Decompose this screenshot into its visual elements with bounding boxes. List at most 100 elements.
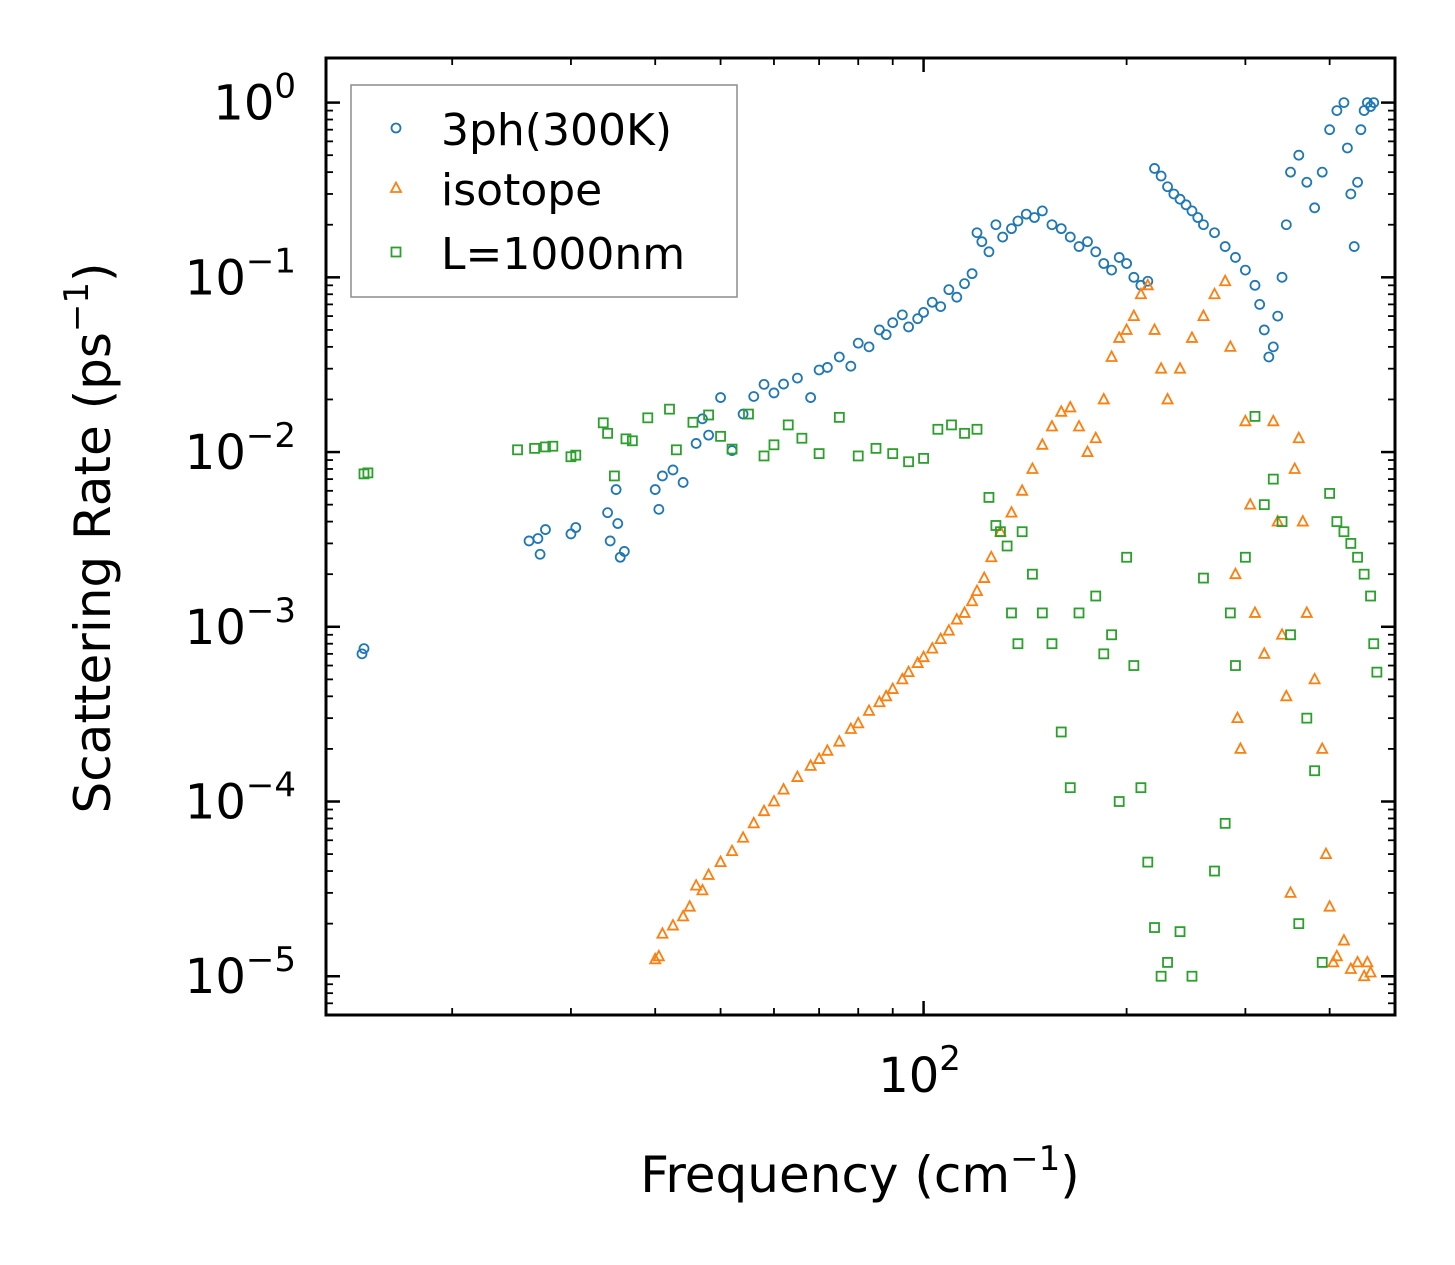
data-point [782,419,794,431]
data-point [778,378,789,390]
data-point [1089,430,1103,444]
data-point [833,411,845,423]
data-point [532,533,544,544]
data-point [655,926,669,939]
data-point [1258,324,1270,336]
data-point [896,309,908,321]
data-point [911,655,925,668]
data-point [1168,188,1180,200]
data-point [1355,124,1367,136]
data-point [990,219,1002,231]
y-axis-title: Scattering Rate (ps−1) [57,262,122,813]
data-point [534,548,546,560]
data-point [715,430,726,442]
data-point [1279,688,1293,702]
data-point [1316,957,1328,968]
data-point [984,549,998,563]
data-point [1228,566,1242,580]
y-tick-label: 10−3 [185,591,296,656]
data-point [1006,223,1017,235]
data-point [358,643,370,655]
data-point [1219,817,1231,829]
data-point [942,623,956,636]
data-point [1185,330,1199,343]
data-point [971,423,983,435]
data-point [703,429,715,441]
data-point [1174,926,1186,938]
data-point [1301,712,1313,724]
data-point [918,452,929,464]
data-point [1106,264,1117,276]
data-point [1324,487,1336,499]
data-point [951,291,963,303]
data-point [1238,413,1252,427]
data-point [570,449,582,461]
data-point [903,456,914,468]
data-point [725,843,739,857]
data-point [1006,607,1017,619]
data-point [612,518,624,529]
data-point [1257,646,1271,659]
data-point [958,605,972,618]
data-point [1155,970,1167,982]
data-point [1324,124,1336,136]
data-point [932,423,944,435]
data-point [970,583,984,597]
data-point [1371,666,1383,678]
data-point [604,535,616,547]
data-point [1036,607,1048,619]
data-point [912,313,924,325]
data-point [1073,607,1085,619]
data-point [887,317,899,329]
data-point [1098,258,1110,269]
data-point [796,432,808,444]
data-point [666,918,680,931]
data-point [687,416,699,428]
data-point [1174,193,1186,205]
data-point [1345,188,1357,200]
data-point [965,593,979,607]
series-triangle [648,273,1378,982]
data-point [1275,627,1289,640]
data-point [1054,404,1068,417]
data-point [1285,629,1296,641]
data-point [1330,948,1344,962]
data-point [523,535,535,547]
data-point [653,503,665,515]
x-tick-labels: 102 [878,1039,961,1104]
data-point [1090,246,1102,258]
data-point [1090,590,1102,602]
data-point [1315,741,1329,754]
data-point [362,467,374,479]
data-point [597,417,609,429]
data-point [1280,219,1292,231]
data-point [1323,899,1337,912]
data-point [1106,629,1117,641]
data-point [1368,638,1380,650]
data-point [1186,970,1198,982]
data-point [677,477,689,488]
data-point [1285,166,1296,178]
data-point [995,526,1006,538]
data-point [652,948,666,962]
data-point [1301,176,1313,188]
data-point [959,427,970,439]
data-point [886,681,900,694]
data-point [851,715,865,729]
data-point [804,758,818,771]
data-point [1162,181,1173,193]
data-point [1326,954,1340,968]
y-tick-label: 10−4 [185,766,296,831]
legend-marker-square [390,246,402,258]
data-point [1128,660,1140,671]
data-point [1142,275,1154,287]
data-point [1319,846,1333,860]
axis-ticks [326,58,1396,1016]
data-point [1243,497,1257,510]
data-point [966,268,978,280]
data-point [1364,965,1378,978]
data-point [1012,215,1024,227]
data-point [626,435,638,447]
data-point [695,882,709,896]
data-point [1035,437,1049,450]
